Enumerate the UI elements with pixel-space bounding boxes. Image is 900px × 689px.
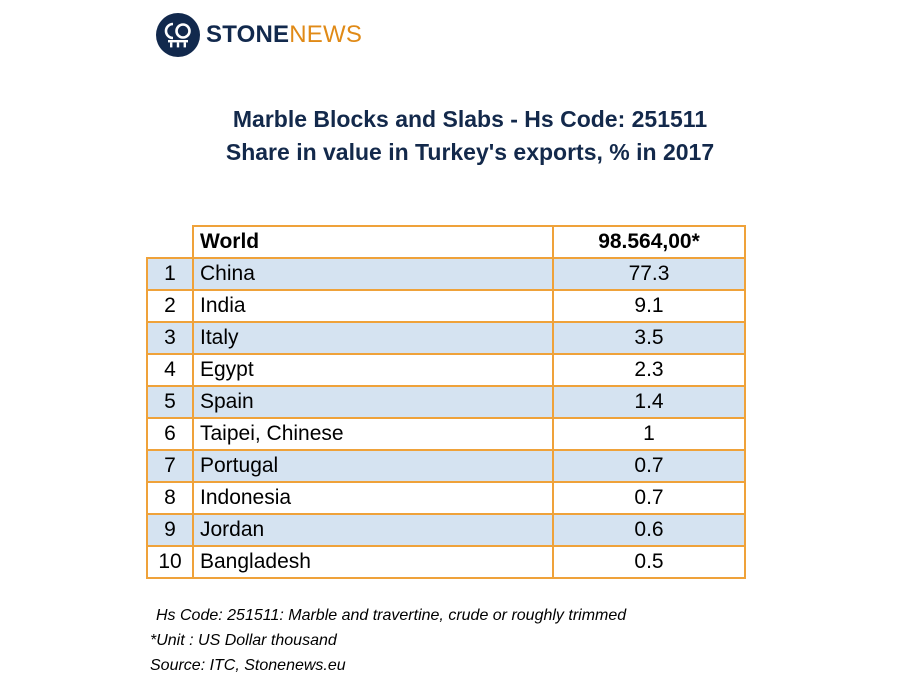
hs-code-note: Hs Code: 251511: Marble and travertine, … [156, 607, 627, 624]
source-note: Source: ITC, Stonenews.eu [150, 657, 346, 674]
rank-cell: 9 [146, 513, 194, 547]
table-row: 2 India 9.1 [146, 289, 746, 323]
country-cell: India [192, 289, 554, 323]
rank-cell: 2 [146, 289, 194, 323]
brand-name-part2: NEWS [289, 21, 363, 48]
brand-logo: STONENEWS [156, 13, 362, 57]
value-cell: 0.5 [552, 545, 746, 579]
country-cell: Spain [192, 385, 554, 419]
footnotes: Hs Code: 251511: Marble and travertine, … [150, 603, 626, 678]
exports-table: World 98.564,00* 1 China 77.3 2 India 9.… [146, 225, 746, 579]
unit-note: *Unit : US Dollar thousand [150, 632, 337, 649]
country-cell: Indonesia [192, 481, 554, 515]
rank-cell: 7 [146, 449, 194, 483]
table-header-row: World 98.564,00* [147, 225, 746, 259]
rank-cell: 8 [146, 481, 194, 515]
title-line2: Share in value in Turkey's exports, % in… [225, 139, 715, 165]
value-cell: 3.5 [552, 321, 746, 355]
country-cell: Jordan [192, 513, 554, 547]
header-country-cell: World [192, 225, 554, 259]
table-row: 5 Spain 1.4 [146, 385, 746, 419]
table-row: 3 Italy 3.5 [146, 321, 746, 355]
page-title: Marble Blocks and Slabs - Hs Code: 25151… [170, 103, 770, 169]
table-row: 1 China 77.3 [146, 257, 746, 291]
country-cell: Bangladesh [192, 545, 554, 579]
brand-name: STONENEWS [206, 21, 362, 49]
value-cell: 1.4 [552, 385, 746, 419]
header-value-cell: 98.564,00* [552, 225, 746, 259]
table-row: 6 Taipei, Chinese 1 [146, 417, 746, 451]
rank-cell: 1 [146, 257, 194, 291]
brand-name-part1: STONE [206, 21, 290, 48]
table-row: 4 Egypt 2.3 [146, 353, 746, 387]
stonenews-logo-icon [156, 13, 200, 57]
title-line1: Marble Blocks and Slabs - Hs Code: 25151… [232, 106, 708, 132]
country-cell: Egypt [192, 353, 554, 387]
header-rank-cell [147, 226, 194, 259]
rank-cell: 3 [146, 321, 194, 355]
country-cell: Portugal [192, 449, 554, 483]
country-cell: China [192, 257, 554, 291]
value-cell: 1 [552, 417, 746, 451]
rank-cell: 5 [146, 385, 194, 419]
table-row: 10 Bangladesh 0.5 [146, 545, 746, 579]
table-row: 8 Indonesia 0.7 [146, 481, 746, 515]
value-cell: 9.1 [552, 289, 746, 323]
table-row: 7 Portugal 0.7 [146, 449, 746, 483]
rank-cell: 6 [146, 417, 194, 451]
country-cell: Italy [192, 321, 554, 355]
value-cell: 2.3 [552, 353, 746, 387]
value-cell: 0.7 [552, 481, 746, 515]
country-cell: Taipei, Chinese [192, 417, 554, 451]
value-cell: 77.3 [552, 257, 746, 291]
table-row: 9 Jordan 0.6 [146, 513, 746, 547]
value-cell: 0.6 [552, 513, 746, 547]
value-cell: 0.7 [552, 449, 746, 483]
rank-cell: 4 [146, 353, 194, 387]
rank-cell: 10 [146, 545, 194, 579]
